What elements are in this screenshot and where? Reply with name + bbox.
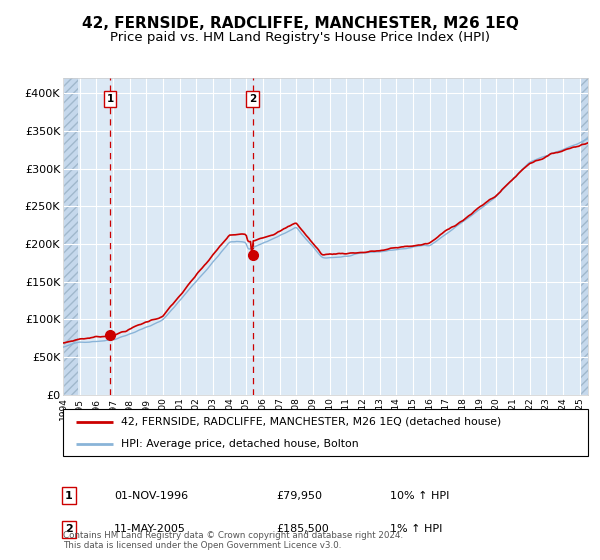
Text: Price paid vs. HM Land Registry's House Price Index (HPI): Price paid vs. HM Land Registry's House … bbox=[110, 31, 490, 44]
Text: Contains HM Land Registry data © Crown copyright and database right 2024.
This d: Contains HM Land Registry data © Crown c… bbox=[63, 530, 403, 550]
Text: £185,500: £185,500 bbox=[276, 524, 329, 534]
Text: 01-NOV-1996: 01-NOV-1996 bbox=[114, 491, 188, 501]
Text: 2: 2 bbox=[249, 94, 256, 104]
Text: 10% ↑ HPI: 10% ↑ HPI bbox=[390, 491, 449, 501]
Text: 1: 1 bbox=[107, 94, 114, 104]
Text: HPI: Average price, detached house, Bolton: HPI: Average price, detached house, Bolt… bbox=[121, 438, 358, 449]
Text: 42, FERNSIDE, RADCLIFFE, MANCHESTER, M26 1EQ: 42, FERNSIDE, RADCLIFFE, MANCHESTER, M26… bbox=[82, 16, 518, 31]
FancyBboxPatch shape bbox=[63, 409, 588, 456]
Text: 42, FERNSIDE, RADCLIFFE, MANCHESTER, M26 1EQ (detached house): 42, FERNSIDE, RADCLIFFE, MANCHESTER, M26… bbox=[121, 417, 501, 427]
Text: 1% ↑ HPI: 1% ↑ HPI bbox=[390, 524, 442, 534]
Text: 1: 1 bbox=[65, 491, 73, 501]
Text: 2: 2 bbox=[65, 524, 73, 534]
Text: 11-MAY-2005: 11-MAY-2005 bbox=[114, 524, 186, 534]
Text: £79,950: £79,950 bbox=[276, 491, 322, 501]
